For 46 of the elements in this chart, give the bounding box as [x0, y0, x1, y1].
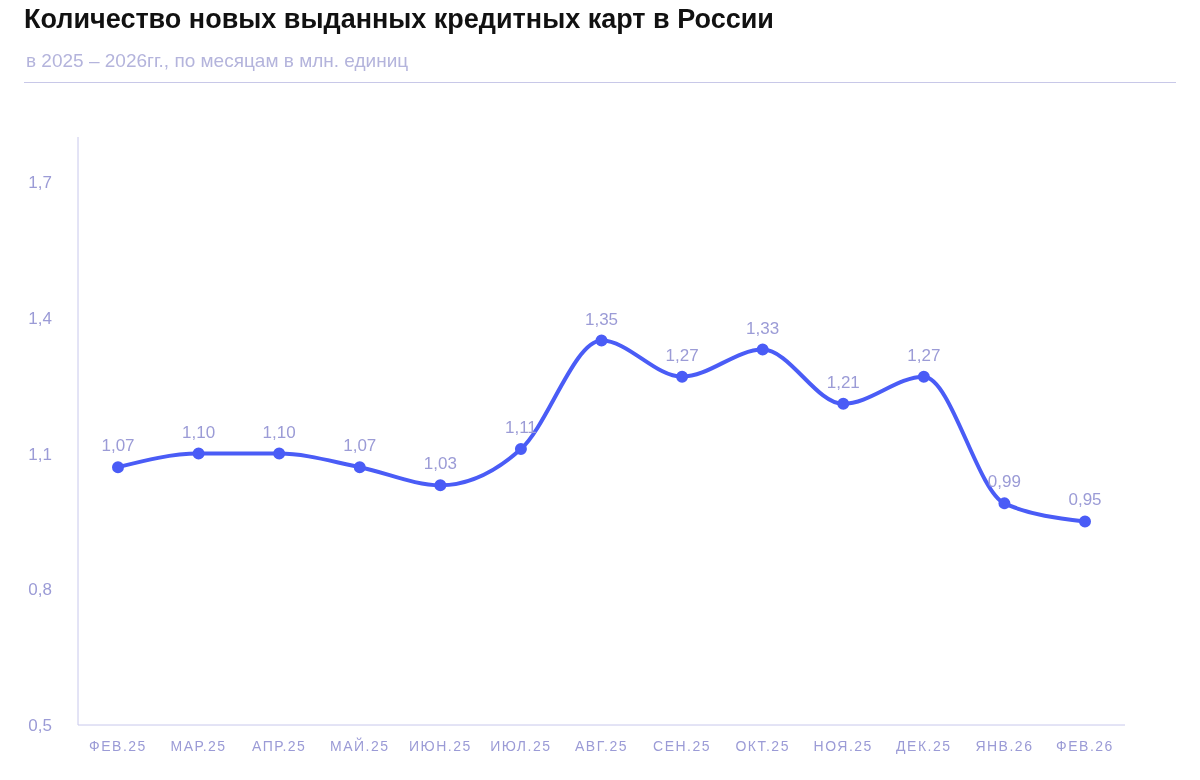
- data-label: 1,03: [423, 454, 457, 474]
- x-tick-label: ФЕВ.26: [1056, 737, 1114, 754]
- chart-title: Количество новых выданных кредитных карт в России: [24, 4, 774, 35]
- data-label: 1,27: [665, 345, 699, 365]
- x-tick-label: АПР.25: [251, 737, 307, 754]
- data-label: 1,35: [584, 309, 619, 329]
- x-tick-label: МАЙ.25: [329, 736, 390, 754]
- x-tick-label: ФЕВ.25: [89, 737, 147, 754]
- x-tick-label: НОЯ.25: [813, 737, 873, 754]
- y-tick-label: 1,7: [28, 173, 52, 193]
- y-tick-label: 1,4: [28, 308, 52, 328]
- data-label: 1,33: [746, 318, 780, 338]
- x-tick-label: СЕН.25: [653, 737, 712, 754]
- point: [676, 370, 689, 383]
- x-tick-label: ЯНВ.26: [975, 737, 1034, 754]
- point: [112, 461, 124, 474]
- x-tick-label: МАР.25: [170, 737, 227, 754]
- y-tick-label: 0,5: [28, 716, 52, 736]
- point: [837, 397, 850, 410]
- x-tick-label: ОКТ.25: [735, 737, 790, 754]
- y-tick-label: 0,8: [28, 580, 52, 600]
- y-tick-label: 1,1: [28, 444, 52, 464]
- x-tick-label: АВГ.25: [574, 737, 629, 754]
- point: [192, 447, 205, 460]
- data-label: 0,99: [987, 472, 1021, 492]
- point: [595, 334, 608, 347]
- data-label: 0,95: [1068, 490, 1102, 510]
- x-tick-label: ДЕК.25: [896, 737, 952, 754]
- x-tick-label: ИЮН.25: [408, 737, 472, 754]
- x-tick-label: ИЮЛ.25: [490, 737, 552, 754]
- data-label: 1,11: [505, 418, 537, 438]
- point: [273, 447, 286, 460]
- data-label: 1,27: [907, 345, 941, 365]
- point: [1079, 515, 1091, 528]
- point: [998, 497, 1011, 510]
- point: [917, 370, 930, 383]
- data-label: 1,21: [826, 372, 860, 392]
- data-label: 1,07: [343, 436, 377, 456]
- point: [514, 443, 527, 456]
- chart-subtitle: в 2025 – 2026гг., по месяцам в млн. единиц: [26, 50, 409, 72]
- data-label: 1,07: [101, 436, 135, 456]
- point: [756, 343, 769, 356]
- data-label: 1,10: [182, 422, 216, 442]
- point: [353, 461, 366, 474]
- data-label: 1,10: [262, 422, 296, 442]
- point: [434, 479, 447, 492]
